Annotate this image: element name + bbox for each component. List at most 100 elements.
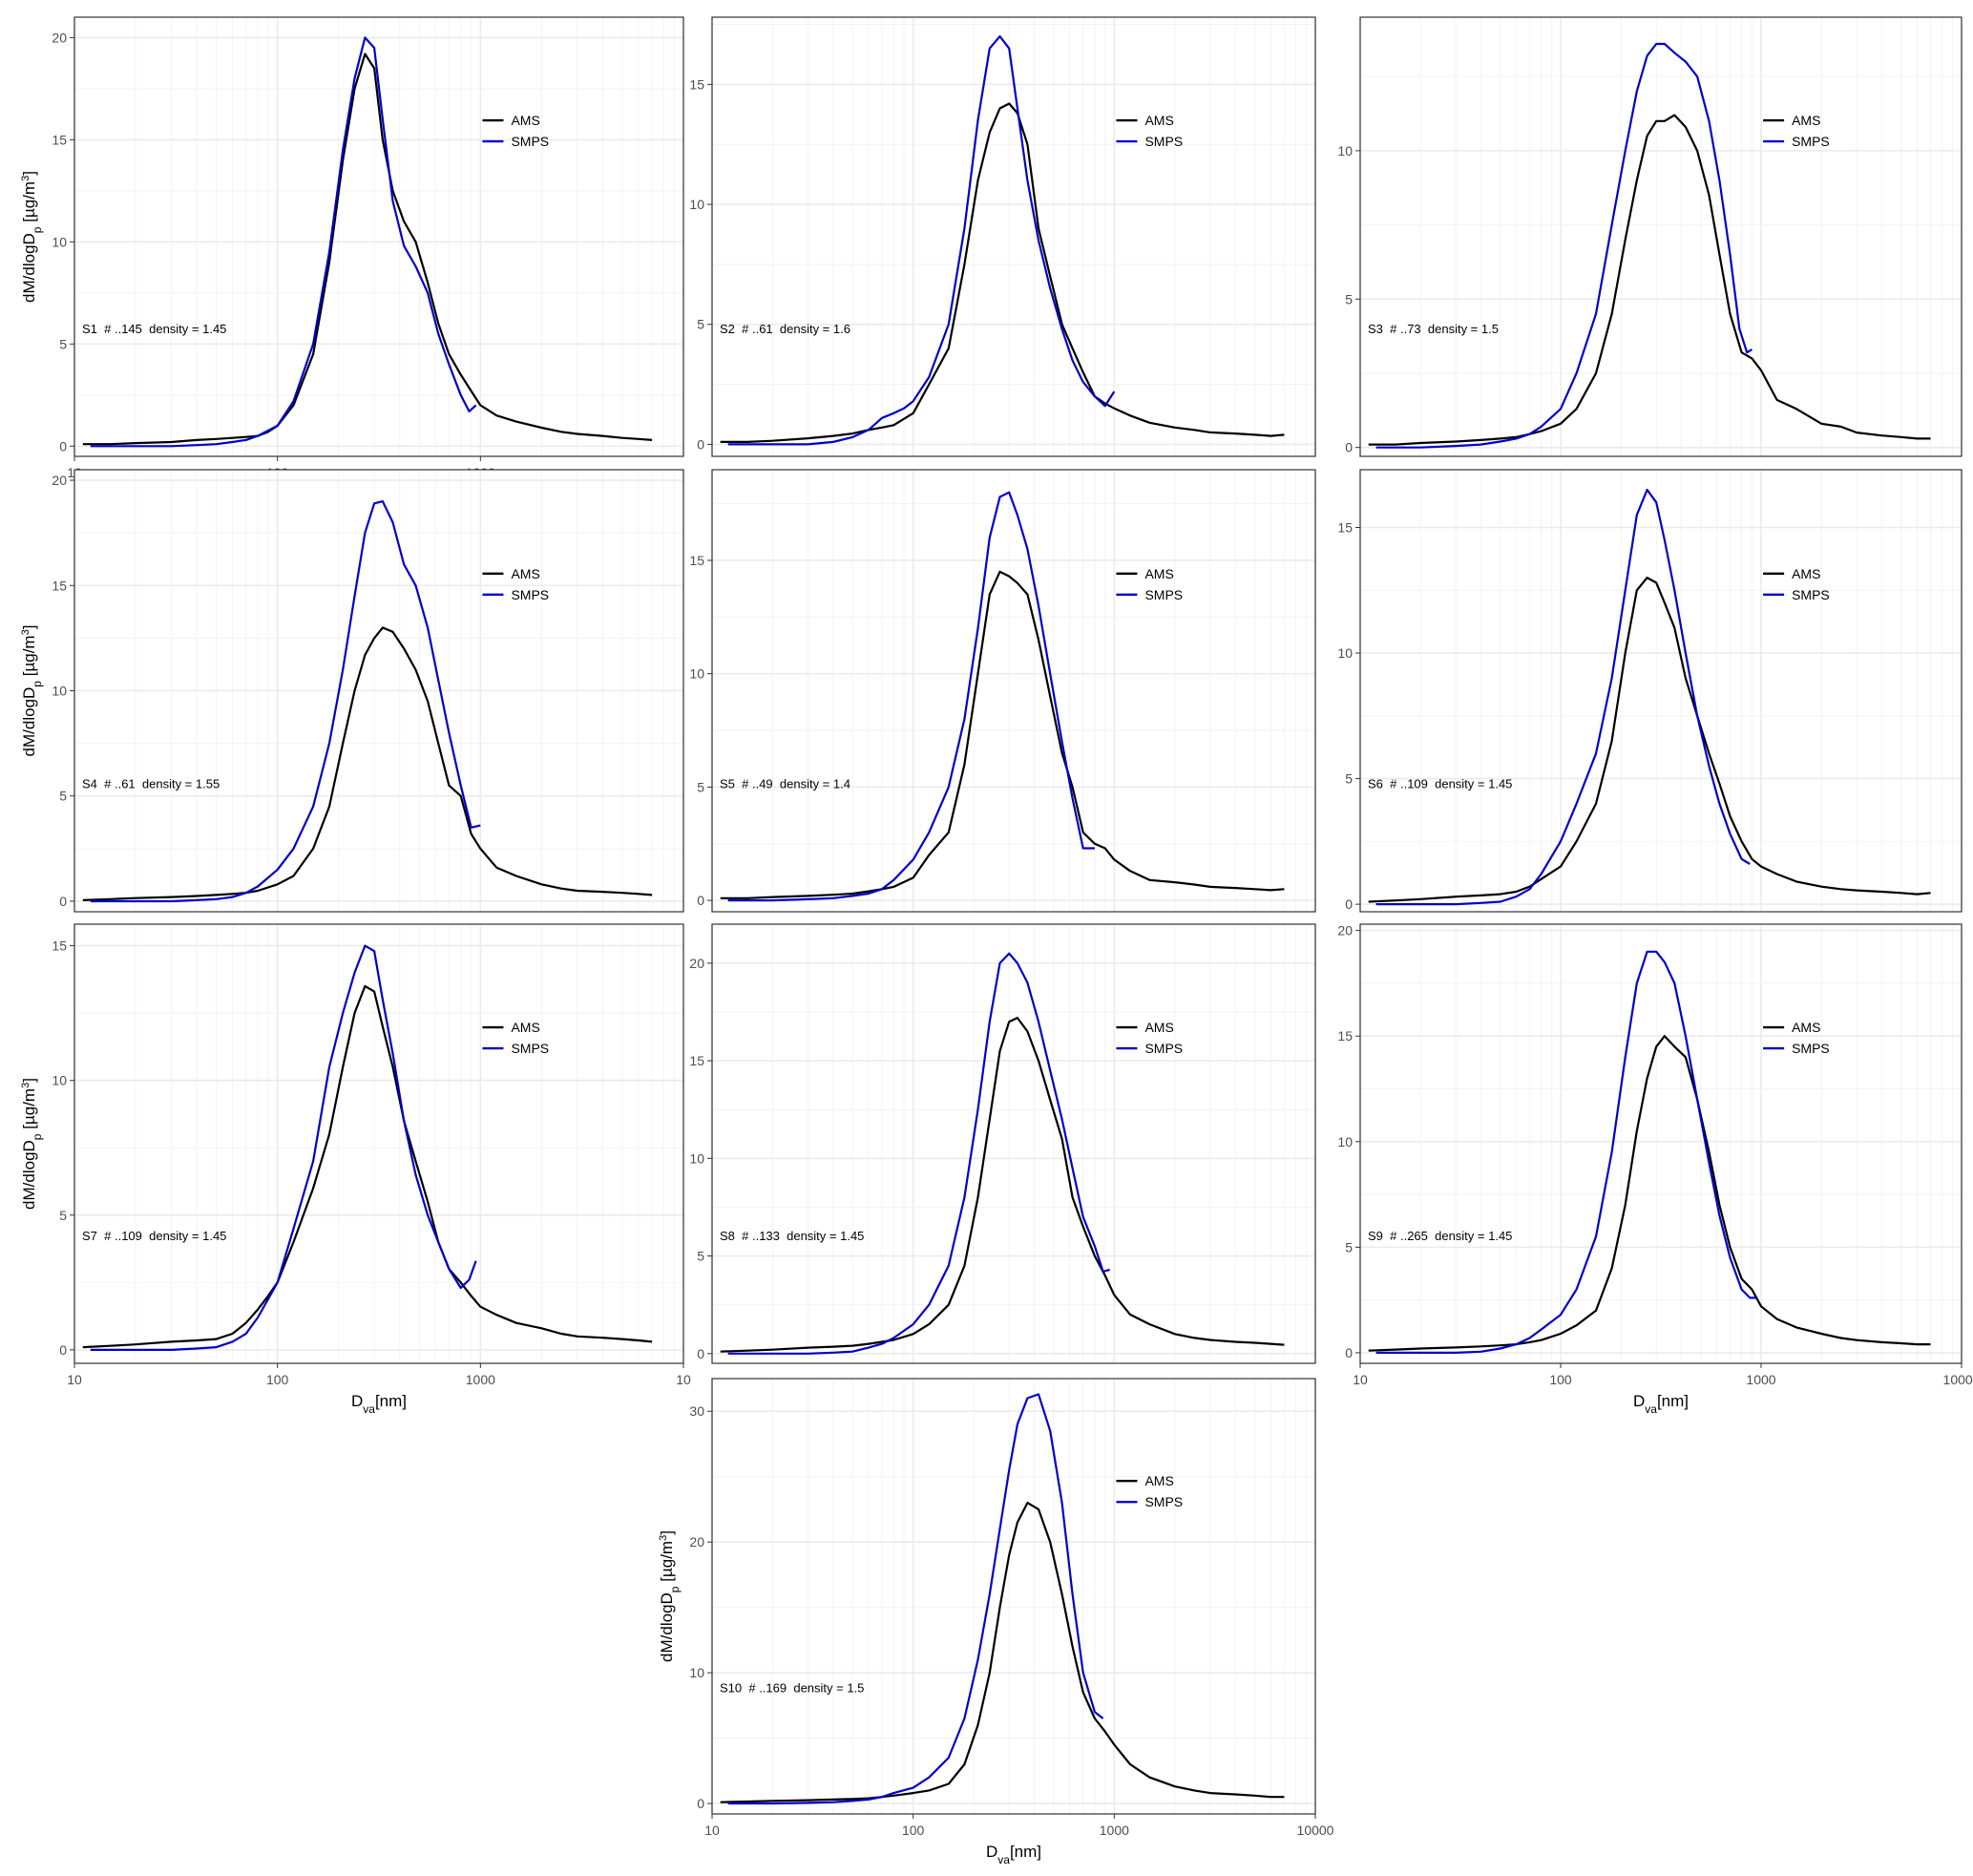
y-tick-label: 0 [1345,440,1353,455]
y-tick-label: 0 [697,893,704,908]
y-tick-label: 30 [689,1403,704,1419]
series-line-smps [727,952,1110,1355]
legend-label-smps: SMPS [1144,1041,1183,1056]
panel-border [73,923,684,1364]
y-tick-label: 20 [52,30,67,45]
y-tick-label: 5 [1345,291,1353,306]
panel-background [1360,17,1962,456]
y-tick-label: 10 [1337,645,1353,661]
series-line-smps [727,35,1116,446]
series-line-ams [720,1502,1285,1803]
panel-s7: 0 5 10 15 10 100 1000 10 AMS SMPS S7 # ..109 densi… [20,923,691,1416]
y-tick-label: 10 [52,1073,67,1088]
x-axis-title: Dva[nm] [351,1392,407,1416]
panel-border [711,923,1316,1364]
x-tick-label: 10 [704,1823,720,1838]
y-tick-label: 10 [689,1150,704,1166]
legend: AMS SMPS [1763,113,1830,149]
panel-background [74,924,683,1363]
panel-background [712,470,1315,912]
series-line-ams [1368,114,1931,446]
grid [73,924,684,1363]
x-tick-label: 100 [902,1823,925,1838]
y-tick-label: 0 [59,438,67,453]
y-tick-label: 10 [52,684,67,699]
grid [1359,17,1963,456]
series-line-smps [727,1393,1104,1805]
series-line-ams [720,570,1285,899]
legend-label-smps: SMPS [1792,134,1830,149]
panel-background [712,1379,1315,1814]
x-axis-title: Dva[nm] [1633,1392,1689,1416]
y-tick-label: 10 [1337,1134,1353,1149]
panel-annotation: S10 # ..169 density = 1.5 [720,1680,864,1695]
y-axis-title: dM/dlogDp [µg/m3] [20,625,44,757]
y-axis-title: dM/dlogDp [µg/m3] [20,1078,44,1210]
grid [1359,924,1963,1363]
y-tick-label: 0 [1345,1345,1353,1360]
panel-annotation: S2 # ..61 density = 1.6 [720,322,850,336]
y-tick-label: 0 [697,1346,704,1361]
series-line-smps [1375,488,1751,906]
series-line-smps [90,36,477,448]
series-line-smps [727,491,1095,902]
panel-annotation: S4 # ..61 density = 1.55 [82,776,220,790]
y-tick-label: 0 [697,436,704,452]
series-line-smps [90,500,481,903]
panel-annotation: S5 # ..49 density = 1.4 [720,776,850,790]
y-tick-label: 15 [689,553,704,568]
series-line-smps [1375,950,1757,1354]
legend: AMS SMPS [1116,1473,1183,1509]
y-tick-label: 0 [697,1796,704,1811]
x-tick-label: 10 [676,1372,691,1387]
legend-label-ams: AMS [1792,113,1820,128]
y-tick-label: 10 [52,234,67,249]
legend-label-smps: SMPS [1144,1494,1183,1509]
x-tick-label: 10 [1353,1372,1368,1387]
panel-annotation: S3 # ..73 density = 1.5 [1368,322,1499,336]
panels-layer: 05101520101001000AMSSMPSS1 # ..145 densi… [20,16,1973,1866]
panel-s1: 05101520101001000AMSSMPSS1 # ..145 densi… [20,16,684,509]
y-tick-label: 5 [697,317,704,332]
legend: AMS SMPS [482,566,549,602]
panel-border [711,1378,1316,1815]
x-tick-label: 1000 [466,1372,495,1387]
x-tick-label: 100 [266,1372,289,1387]
panel-annotation: S6 # ..109 density = 1.45 [1368,776,1512,790]
y-tick-label: 5 [59,336,67,351]
y-tick-label: 5 [697,1249,704,1264]
series-line-smps [1375,42,1753,449]
x-tick-label: 1000 [1746,1372,1775,1387]
panel-border [711,16,1316,457]
y-tick-label: 5 [1345,1239,1353,1254]
panel-background [712,924,1315,1363]
legend-label-smps: SMPS [1792,1041,1830,1056]
series-line-ams [82,984,653,1349]
panel-background [1360,924,1962,1363]
x-axis-title: Dva[nm] [986,1843,1041,1866]
y-tick-label: 15 [52,578,67,593]
panel-border [73,16,684,457]
panel-s9: 0 5 10 15 20 10 100 1000 10000 AMS SMPS S9 # ..265 … [1337,923,1973,1416]
y-tick-label: 10 [689,1665,704,1680]
y-tick-label: 20 [52,473,67,488]
legend-label-ams: AMS [1144,566,1173,581]
series-line-ams [720,1017,1285,1353]
panel-annotation: S1 # ..145 density = 1.45 [82,322,226,336]
panel-s3: 0 5 10 AMS SMPS S3 # ..73 density = 1.5 [1337,16,1963,457]
x-tick-label: 10 [67,1372,82,1387]
legend-label-smps: SMPS [1144,587,1183,602]
grid [1359,470,1963,912]
panel-border [711,469,1316,913]
y-tick-label: 20 [689,956,704,971]
grid [73,17,684,456]
legend-label-ams: AMS [1144,1473,1173,1488]
y-tick-label: 0 [1345,896,1353,912]
y-tick-label: 10 [1337,143,1353,158]
series-line-smps [90,944,477,1351]
panel-border [1359,923,1963,1364]
series-line-ams [1368,577,1931,903]
y-tick-label: 5 [697,779,704,794]
x-tick-label: 10000 [1943,1372,1973,1387]
x-tick-label: 100 [1549,1372,1572,1387]
